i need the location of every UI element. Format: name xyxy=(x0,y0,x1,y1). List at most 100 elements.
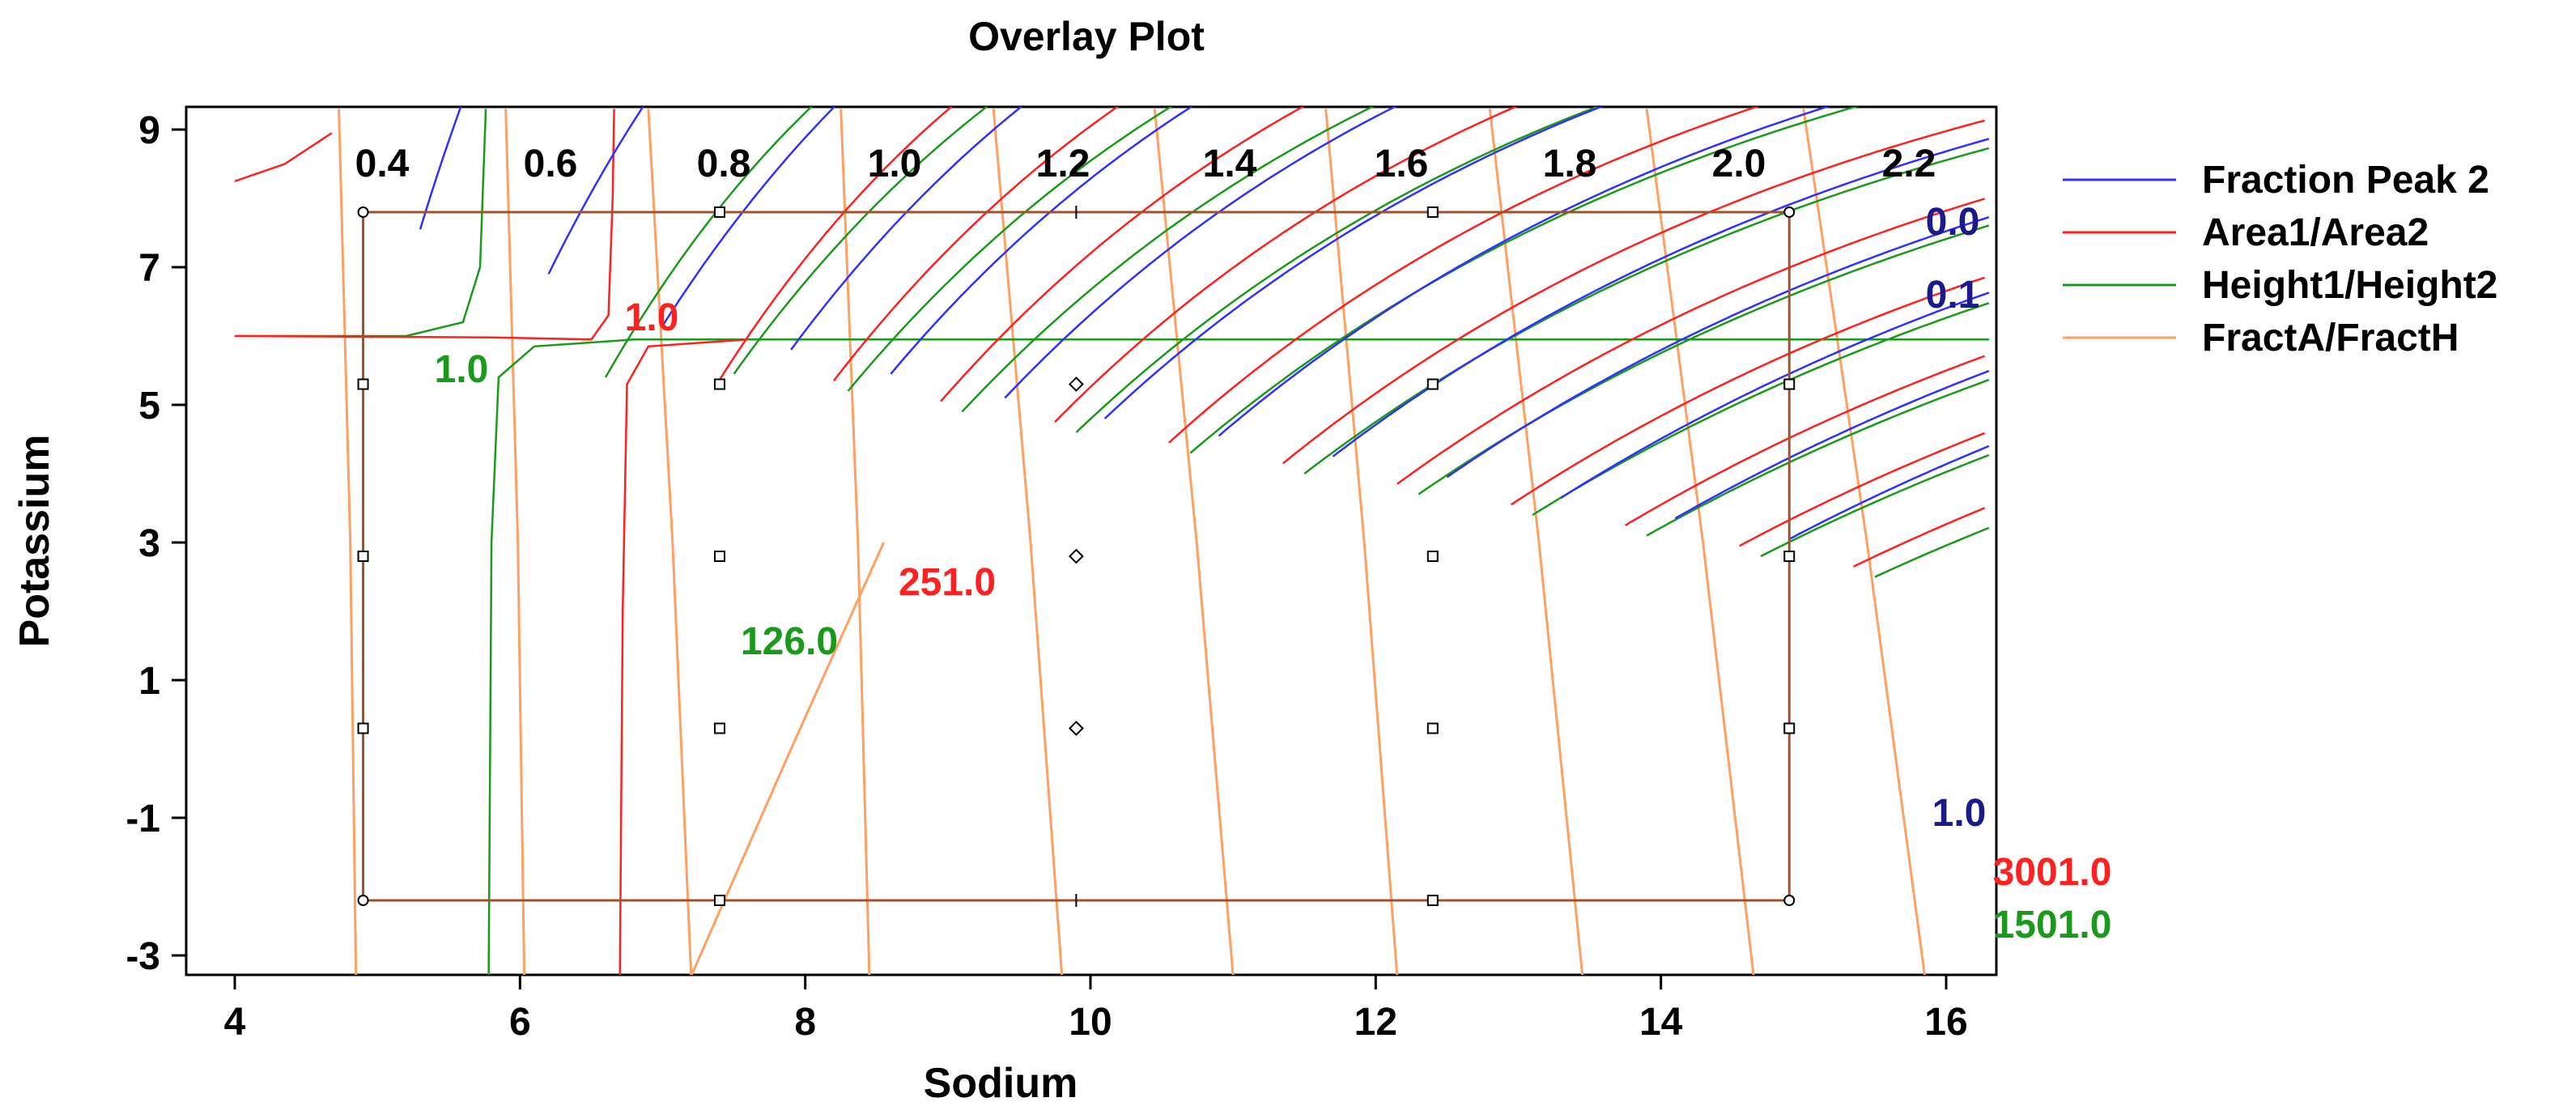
fracta-contour-label: 1.6 xyxy=(1375,143,1429,185)
height-ratio-contour-line xyxy=(733,107,988,375)
height-ratio-contour-line xyxy=(1189,107,1859,454)
fracta-contour-label: 1.0 xyxy=(868,143,922,185)
height-ratio-label: 1.0 xyxy=(435,348,489,391)
fracta-contour-label: 1.8 xyxy=(1543,143,1597,185)
area-ratio-label: 3001.0 xyxy=(1993,851,2112,894)
height-ratio-contour-line xyxy=(487,338,1989,975)
design-point-diamond xyxy=(1068,548,1084,564)
fraction-peak-contour-line xyxy=(1218,107,1830,437)
design-point-diamond xyxy=(1068,377,1084,392)
design-point-square xyxy=(357,722,369,734)
y-tick-label: -3 xyxy=(125,935,160,978)
fraction-peak-contour-line xyxy=(1332,138,1990,457)
area-ratio-contour-line xyxy=(1396,198,1985,485)
height-ratio-contour-line xyxy=(1760,453,1990,558)
height-ratio-label: 1501.0 xyxy=(1993,904,2112,947)
fraction-peak-contour-line xyxy=(790,107,1023,351)
design-point-square xyxy=(357,378,369,390)
design-point-square xyxy=(1426,551,1439,562)
fraction-peak-label: 0.1 xyxy=(1926,274,1980,317)
area-ratio-contour-line xyxy=(1282,119,1985,465)
fracta-contour-line xyxy=(1488,108,1584,975)
height-ratio-contour-line xyxy=(1646,378,1990,537)
legend-label: Fraction Peak 2 xyxy=(2202,159,2489,202)
design-point-circle xyxy=(357,206,369,218)
y-tick-label: 5 xyxy=(138,385,160,428)
y-axis-label: Potassium xyxy=(11,435,58,648)
fracta-contour-label: 0.8 xyxy=(697,143,751,185)
fracta-contour-line xyxy=(504,108,526,975)
design-point-square xyxy=(713,378,725,390)
y-tick-label: 1 xyxy=(138,660,160,703)
area-ratio-contour-line xyxy=(1054,107,1518,423)
design-point-square xyxy=(1783,378,1796,390)
design-point-circle xyxy=(1783,895,1796,906)
area-ratio-contour-line xyxy=(1511,276,1986,506)
fracta-contour-label: 2.0 xyxy=(1712,143,1766,185)
legend: Fraction Peak 2 Area1/Area2 Height1/Height… xyxy=(2063,159,2497,360)
design-point-diamond xyxy=(1068,721,1084,736)
x-tick-label: 16 xyxy=(1924,1001,1967,1044)
area-ratio-contour-line xyxy=(618,338,749,975)
area-ratio-contour-line xyxy=(940,107,1305,402)
fraction-peak-contour-line xyxy=(1788,445,1990,540)
design-point-square xyxy=(713,895,725,906)
fracta-contour-label: 2.2 xyxy=(1882,143,1936,185)
fraction-peak-contour-line xyxy=(890,107,1193,375)
design-point-square xyxy=(713,206,725,218)
fraction-peak-contour-line xyxy=(1103,107,1604,419)
area-ratio-contour-line xyxy=(1624,355,1986,526)
area-ratio-label: 1.0 xyxy=(625,296,679,339)
fracta-contour-label: 0.6 xyxy=(524,143,578,185)
area-ratio-contour-line xyxy=(235,132,333,182)
design-point-square xyxy=(1426,895,1439,906)
fraction-peak-contour-line xyxy=(1674,369,1990,520)
x-tick-label: 10 xyxy=(1069,1001,1112,1044)
height-ratio-contour-line xyxy=(1532,302,1990,517)
design-point-square xyxy=(1783,551,1796,562)
legend-label: Height1/Height2 xyxy=(2202,264,2497,307)
x-axis-label: Sodium xyxy=(924,1060,1078,1107)
x-tick-label: 4 xyxy=(224,1001,246,1044)
y-tick-labels: -3 -1 1 3 5 7 9 xyxy=(125,109,160,978)
fracta-contour-line xyxy=(1324,108,1399,975)
design-point-square xyxy=(1783,722,1796,734)
legend-label: FractA/FractH xyxy=(2202,317,2459,360)
area-ratio-contour-line xyxy=(716,107,953,385)
area-ratio-contour-line xyxy=(1739,432,1986,547)
fracta-contour-label: 0.4 xyxy=(355,143,410,185)
design-point-square xyxy=(713,722,725,734)
y-tick-label: 9 xyxy=(138,109,160,152)
height-ratio-contour-line xyxy=(1303,147,1990,474)
height-ratio-contour-line xyxy=(1874,526,1990,578)
fracta-contour-line xyxy=(338,108,358,975)
height-ratio-label: 126.0 xyxy=(741,620,838,663)
fraction-peak-contour-line xyxy=(1004,107,1397,399)
design-point-square xyxy=(1426,378,1439,390)
area-ratio-label: 251.0 xyxy=(899,561,996,604)
fracta-contour-label: 1.2 xyxy=(1036,143,1090,185)
area-ratio-contour-line xyxy=(1852,507,1986,568)
fracta-contour-line xyxy=(992,108,1064,975)
y-tick-label: 7 xyxy=(138,247,160,290)
area-ratio-contours xyxy=(235,107,1986,975)
fracta-contour-line xyxy=(647,108,693,975)
height-ratio-contour-line xyxy=(1075,107,1600,433)
y-tick-label: -1 xyxy=(125,798,160,840)
area-ratio-contour-line xyxy=(235,108,615,341)
x-tick-label: 12 xyxy=(1354,1001,1397,1044)
design-point-circle xyxy=(1783,206,1796,218)
design-point-square xyxy=(1426,722,1439,734)
fraction-peak-contour-line xyxy=(1560,291,1990,499)
fraction-peak-contours xyxy=(419,107,1990,540)
axis-ticks xyxy=(172,128,1948,989)
design-point-square xyxy=(1426,206,1439,218)
y-tick-label: 3 xyxy=(138,522,160,565)
legend-label: Area1/Area2 xyxy=(2202,211,2429,254)
fracta-contour-line xyxy=(840,108,871,975)
fraction-peak-label: 1.0 xyxy=(1932,792,1987,835)
plot-area xyxy=(185,105,1998,976)
fracta-contour-label: 1.4 xyxy=(1203,143,1257,185)
x-tick-labels: 4 6 8 10 12 14 16 xyxy=(224,1001,1968,1044)
